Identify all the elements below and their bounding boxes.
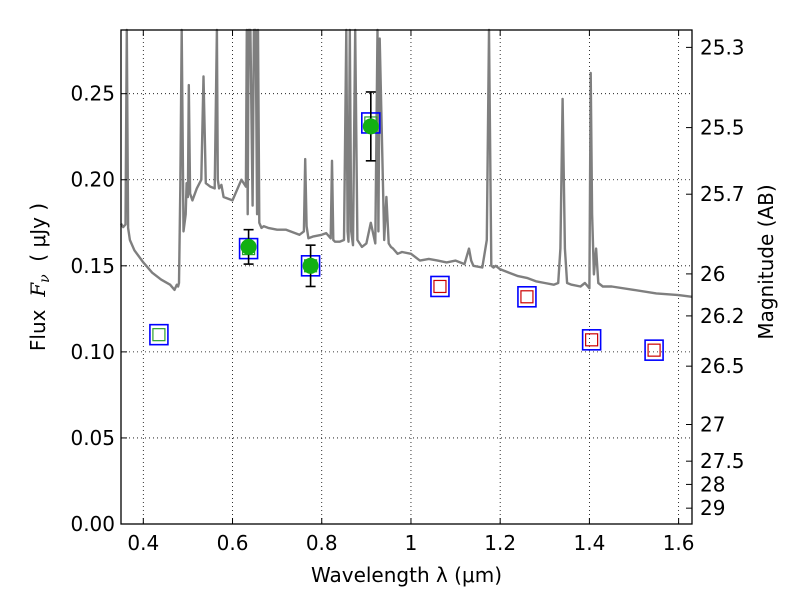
x-tick-label: 1.2 <box>484 531 516 555</box>
model-photometry-box <box>581 329 602 351</box>
axis-ticks: 0.4 0.6 0.8 1 1.2 1.4 1.6 0.00 0.05 0.10 0.15 0.20 0… <box>70 30 745 555</box>
model-photometry-box <box>430 275 450 298</box>
model-spectrum-line <box>119 28 693 298</box>
model-spectrum-layer <box>119 28 693 298</box>
right-tick-label: 28 <box>700 472 725 496</box>
grid-lines <box>121 30 692 525</box>
x-tick-label: 0.8 <box>306 531 338 555</box>
x-tick-label: 0.4 <box>127 531 159 555</box>
observed-photometry-point <box>362 118 379 135</box>
x-tick-label: 1 <box>405 531 418 555</box>
y-tick-label: 0.20 <box>70 168 115 192</box>
x-tick-label: 1.6 <box>663 531 695 555</box>
right-tick-label: 26.2 <box>700 304 745 328</box>
y-axis-label: Flux Fν ( μJy ) <box>26 203 53 351</box>
model-photometry-inner-box <box>152 328 166 342</box>
right-axis-label: Magnitude (AB) <box>754 184 778 339</box>
right-tick-label: 26.5 <box>700 354 745 378</box>
observed-photometry-point <box>302 257 319 274</box>
y-tick-label: 0.00 <box>70 512 115 536</box>
right-tick-label: 27 <box>700 413 725 437</box>
right-tick-label: 27.5 <box>700 449 745 473</box>
right-tick-label: 25.7 <box>700 182 745 206</box>
y-tick-label: 0.15 <box>70 254 115 278</box>
model-photometry-box <box>517 285 537 308</box>
plot-frame <box>120 29 693 525</box>
y-axis-label-prefix: Flux <box>26 297 50 351</box>
observed-photometry-point <box>240 238 257 255</box>
y-axis-label-suffix: ( μJy ) <box>26 203 50 275</box>
model-photometry-inner-box <box>520 290 534 304</box>
right-tick-label: 29 <box>700 496 725 520</box>
x-tick-label: 0.6 <box>217 531 249 555</box>
photometry-layer <box>149 91 664 361</box>
x-tick-label: 1.4 <box>573 531 605 555</box>
y-tick-label: 0.25 <box>70 82 115 106</box>
y-axis-label-subscript: ν <box>37 274 53 283</box>
right-tick-label: 25.5 <box>700 116 745 140</box>
y-tick-label: 0.05 <box>70 426 115 450</box>
model-photometry-inner-box <box>585 333 599 347</box>
y-axis-label-symbol: F <box>26 282 50 298</box>
model-photometry-box <box>149 323 169 346</box>
model-photometry-inner-box <box>647 343 661 357</box>
model-photometry-inner-box <box>433 279 447 294</box>
y-tick-label: 0.10 <box>70 340 115 364</box>
right-tick-label: 25.3 <box>700 35 745 59</box>
model-photometry-box <box>644 339 664 361</box>
x-axis-label: Wavelength λ (μm) <box>311 563 502 587</box>
right-tick-label: 26 <box>700 262 725 286</box>
